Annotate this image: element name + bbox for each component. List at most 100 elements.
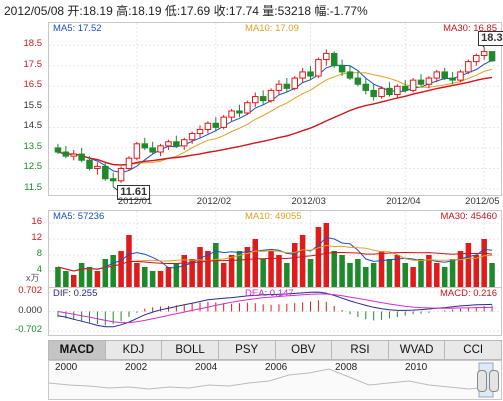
volume-bar: [441, 267, 448, 287]
macd-y-tick: 0.000: [18, 304, 42, 316]
volume-bar: [402, 263, 408, 287]
volume-bar: [173, 263, 180, 287]
price-chart-panel[interactable]: MA5: 17.52 MA10: 17.09 MA30: 16.85 18.30…: [48, 22, 503, 200]
price-candle-body: [378, 87, 385, 98]
price-candle-body: [212, 122, 220, 128]
volume-chart-panel[interactable]: MA5: 57236 MA10: 49055 MA30: 45460: [48, 210, 502, 290]
price-candle-body: [267, 89, 275, 102]
timeline-year: 2008: [335, 362, 358, 373]
volume-bar: [489, 263, 495, 287]
price-candle-body: [102, 165, 109, 180]
price-candle-body: [354, 77, 362, 85]
vol-ma5-indicator: MA5: 57236: [53, 211, 105, 222]
macd-y-tick: -0.702: [15, 324, 42, 335]
ma5-line: [57, 59, 493, 174]
timeline-year: 2002: [125, 362, 148, 373]
macd-indicator: MACD: 0.216: [439, 288, 497, 299]
volume-bar: [189, 259, 195, 287]
price-candle-body: [86, 159, 93, 169]
price-candle-body: [473, 54, 480, 63]
price-candle-body: [409, 79, 417, 91]
volume-bar: [134, 263, 140, 287]
price-candle-body: [291, 77, 298, 89]
volume-bar: [386, 259, 393, 287]
timeline-left-handle[interactable]: [477, 370, 487, 392]
volume-bar-chart: [49, 211, 501, 289]
price-y-tick: 16.5: [23, 79, 43, 91]
ma30-indicator: MA30: 16.85: [443, 23, 497, 34]
tab-obv[interactable]: OBV: [276, 341, 333, 359]
price-x-tick: 2012/05: [465, 196, 500, 207]
indicator-tab-bar: MACD KDJ BOLL PSY OBV RSI WVAD CCI: [48, 340, 502, 360]
price-candle-body: [62, 151, 70, 157]
volume-bar: [465, 243, 472, 287]
volume-bar: [299, 235, 306, 287]
vol-ma30-line: [57, 251, 493, 272]
tab-boll[interactable]: BOLL: [162, 341, 219, 359]
volume-bar: [291, 243, 298, 287]
price-x-tick: 2012/01: [117, 196, 153, 207]
price-y-tick: 15.5: [23, 99, 43, 111]
timeline-right-handle[interactable]: [489, 370, 499, 392]
volume-bar: [370, 263, 377, 287]
price-candle-body: [70, 153, 77, 157]
price-candle-body: [480, 51, 488, 56]
price-candle-body: [228, 110, 235, 118]
timeline-sparkline: [49, 362, 494, 398]
volume-bar: [228, 255, 235, 287]
tab-wvad[interactable]: WVAD: [389, 341, 446, 359]
tab-rsi[interactable]: RSI: [332, 341, 389, 359]
price-y-tick: 12.5: [23, 161, 43, 173]
price-candle-body: [252, 96, 259, 104]
tab-macd[interactable]: MACD: [49, 341, 106, 359]
volume-value: 53218: [277, 4, 311, 18]
dea-indicator: DEA: 0.147: [245, 288, 294, 299]
volume-bar: [481, 239, 487, 287]
price-candle-body: [173, 141, 180, 147]
volume-bar: [70, 275, 77, 287]
quote-date: 2012/05/08: [4, 4, 65, 18]
volume-bar: [323, 223, 330, 287]
tab-kdj[interactable]: KDJ: [106, 341, 163, 359]
timeline-navigator[interactable]: 2000 2002 2004 2006 2008 2010: [48, 360, 502, 400]
price-candle-body: [54, 147, 62, 153]
volume-bar: [355, 259, 361, 287]
volume-bar: [449, 259, 456, 287]
price-candle-body: [149, 147, 156, 153]
volume-bar: [63, 271, 69, 287]
price-candle-body: [433, 71, 441, 79]
price-candle-body: [362, 83, 370, 91]
volume-bar: [378, 251, 385, 287]
volume-bar: [236, 251, 243, 287]
macd-y-tick: 0.702: [18, 285, 42, 296]
volume-bar: [118, 251, 124, 287]
price-candle-body: [157, 145, 164, 153]
volume-y-tick: 16: [31, 216, 42, 227]
low-value: 17.69: [180, 4, 211, 18]
price-candle-body: [370, 89, 377, 98]
tab-cci[interactable]: CCI: [463, 344, 484, 356]
tab-psy[interactable]: PSY: [219, 341, 276, 359]
price-candle-body: [244, 102, 251, 114]
price-candle-body: [94, 165, 101, 169]
open-value: 18.19: [82, 4, 113, 18]
price-candle-body: [449, 77, 456, 81]
timeline-year: 2004: [195, 362, 218, 373]
volume-bar: [78, 263, 85, 287]
volume-bar: [181, 255, 187, 287]
volume-bar: [331, 251, 337, 287]
price-candle-body: [346, 71, 354, 79]
ma10-indicator: MA10: 17.09: [245, 23, 299, 34]
volume-bar: [347, 263, 353, 287]
volume-bar: [157, 271, 164, 287]
volume-y-tick: 8: [36, 248, 42, 259]
price-candlestick-chart: [49, 23, 501, 195]
price-x-tick: 2012/02: [196, 196, 232, 207]
price-candle-body: [204, 122, 212, 130]
volume-bar: [473, 255, 480, 287]
volume-bar: [55, 267, 61, 287]
high-label: 高:: [116, 4, 132, 18]
volume-bar: [149, 271, 156, 287]
price-candle-body: [236, 110, 243, 114]
macd-chart-panel[interactable]: DIF: 0.255 DEA: 0.147 MACD: 0.216: [48, 287, 502, 336]
